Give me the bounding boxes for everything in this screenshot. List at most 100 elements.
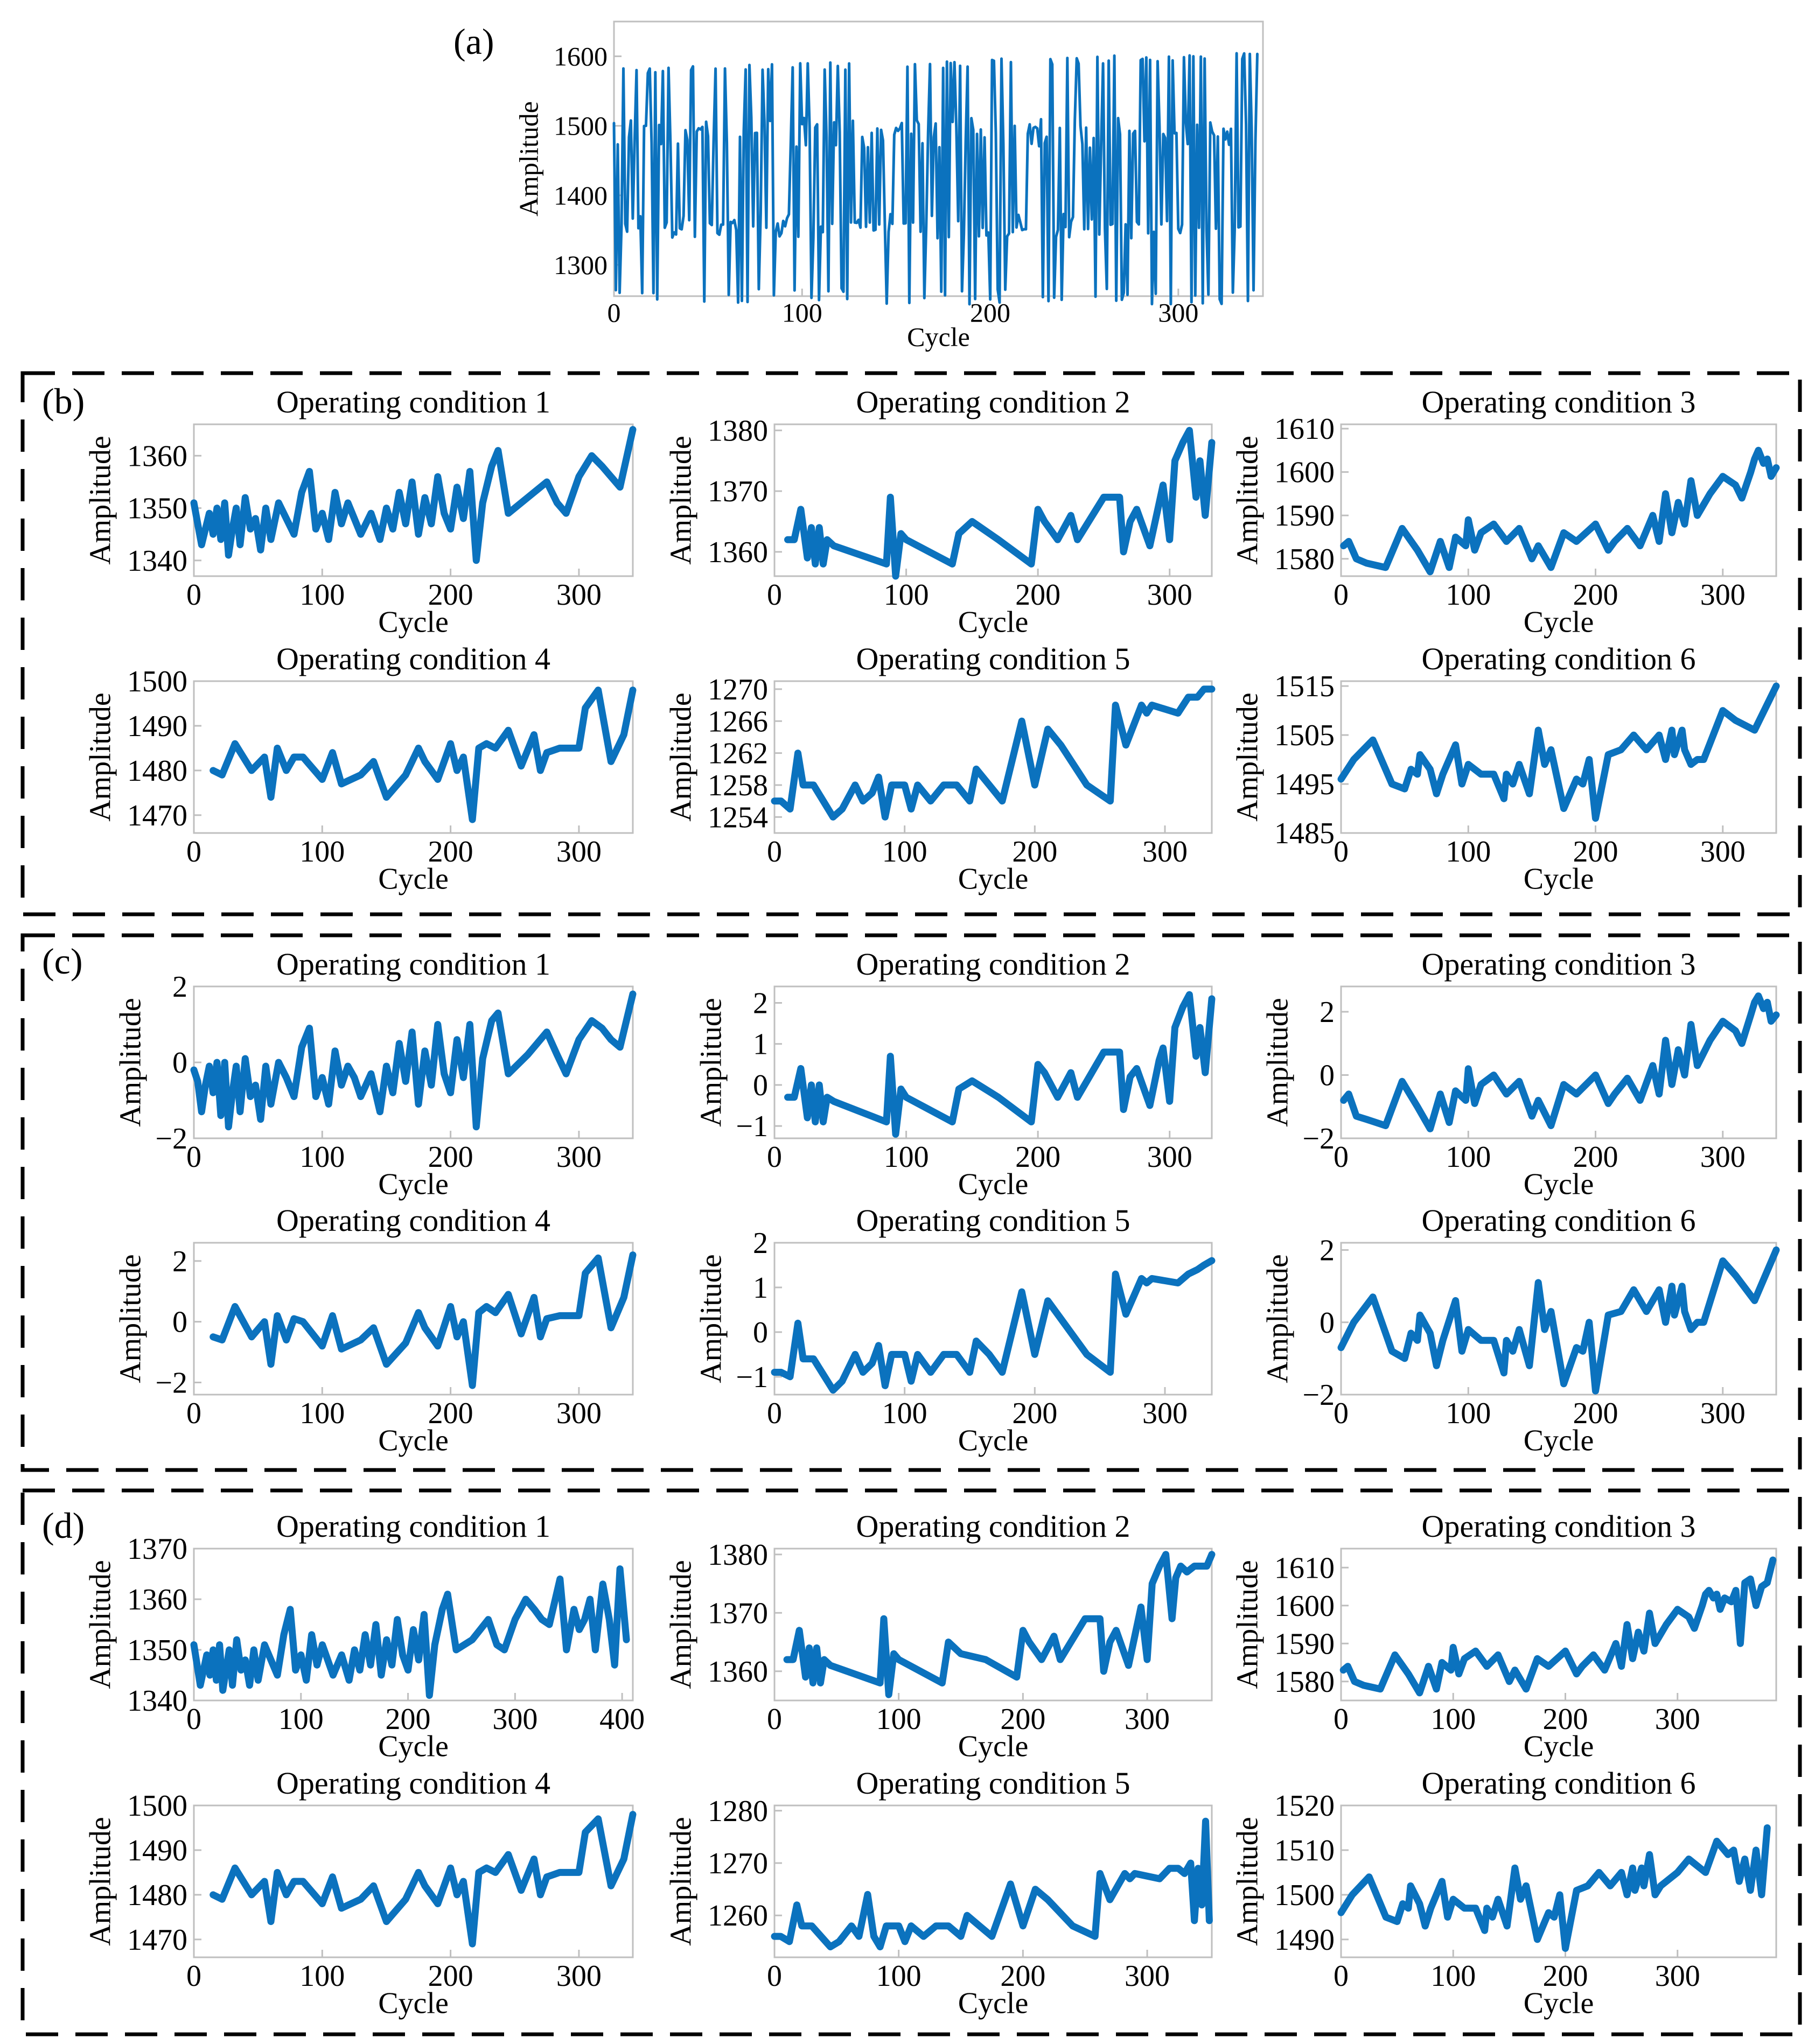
x-tick-label-c1-1: 100 — [299, 1140, 345, 1174]
series-line-d1 — [190, 1565, 630, 1699]
y-tick-label-c1-0: −2 — [155, 1122, 187, 1156]
chart-title-b4: Operating condition 4 — [276, 641, 550, 676]
chart-b2: Operating condition 2 0 100 200 300 1360 1370 1… — [664, 384, 1216, 639]
series-line-c3 — [1340, 992, 1780, 1132]
y-tick-label-d5-1: 1260 — [708, 1899, 768, 1933]
chart-d6: Operating condition 6 0 100 200 300 1490 1500 1… — [1231, 1766, 1777, 2020]
chart-title-b1: Operating condition 1 — [276, 384, 550, 419]
series-line-b2 — [784, 426, 1216, 580]
x-tick-label-d1-0: 0 — [186, 1703, 201, 1736]
x-tick-label-d5-1: 100 — [876, 1959, 922, 1993]
y-tick-label-a-2: 1500 — [554, 111, 608, 141]
y-tick-label-c2-3: 2 — [753, 987, 768, 1020]
y-axis-label-c5: Amplitude — [694, 1254, 728, 1383]
y-tick-label-c4-2: 2 — [172, 1245, 187, 1278]
chart-title-c1: Operating condition 1 — [276, 947, 550, 982]
x-tick-label-c6-0: 0 — [1334, 1397, 1349, 1430]
y-axis-label-b2: Amplitude — [664, 436, 697, 565]
chart-c1: Operating condition 10 100 200 300−202Cycle… — [114, 947, 637, 1201]
x-tick-label-d5-0: 0 — [767, 1959, 782, 1993]
y-tick-label-b1-2: 1360 — [127, 439, 187, 473]
series-line-c6 — [1337, 1246, 1780, 1395]
y-axis-label-b6: Amplitude — [1231, 692, 1264, 822]
x-tick-label-c6-3: 300 — [1700, 1397, 1746, 1430]
x-tick-label-d1-1: 100 — [278, 1703, 324, 1736]
y-tick-label-d3-1: 1590 — [1274, 1627, 1335, 1661]
y-tick-label-d6-0: 1490 — [1274, 1923, 1335, 1957]
y-tick-label-d2-1: 1370 — [708, 1597, 768, 1630]
x-tick-label-b6-0: 0 — [1334, 835, 1349, 869]
y-tick-label-c5-2: 1 — [753, 1271, 768, 1305]
charts-layer: 0 100 200 3001300140015001600CycleAmplitude… — [83, 20, 1780, 2020]
x-tick-label-b3-0: 0 — [1334, 578, 1349, 612]
chart-d4: Operating condition 4 0 100 200 300 1470 1480 1… — [83, 1766, 637, 2020]
x-axis-label-d6: Cycle — [1524, 1987, 1594, 2020]
x-tick-label-b4-2: 200 — [428, 835, 473, 869]
series-line-c1 — [190, 990, 637, 1131]
y-tick-label-b5-4: 1270 — [708, 673, 768, 706]
plot-area-c3 — [1340, 985, 1777, 1139]
chart-d1: Operating condition 1 0 100 200 300 400 1340 13… — [83, 1509, 645, 1763]
y-tick-label-b4-3: 1500 — [127, 665, 187, 698]
y-tick-label-b6-3: 1515 — [1274, 670, 1335, 703]
x-tick-label-c5-2: 200 — [1012, 1397, 1057, 1430]
panel-d-frame — [20, 1488, 1802, 2036]
y-tick-label-b5-1: 1258 — [708, 769, 768, 802]
x-tick-label-b2-3: 300 — [1147, 578, 1192, 612]
series-line-d2 — [783, 1551, 1216, 1698]
y-tick-label-b4-1: 1480 — [127, 754, 187, 788]
y-axis-label-d2: Amplitude — [664, 1560, 697, 1689]
y-axis-label-d5: Amplitude — [664, 1817, 697, 1946]
y-tick-label-b6-0: 1485 — [1274, 817, 1335, 850]
chart-title-d6: Operating condition 6 — [1421, 1766, 1695, 1801]
x-axis-label-d5: Cycle — [958, 1987, 1029, 2020]
y-tick-label-d1-1: 1350 — [127, 1634, 187, 1667]
x-tick-label-d1-2: 200 — [386, 1703, 431, 1736]
y-axis-label-d6: Amplitude — [1231, 1817, 1264, 1946]
y-axis-label-c1: Amplitude — [114, 998, 147, 1127]
chart-title-c5: Operating condition 5 — [856, 1203, 1130, 1238]
chart-title-b3: Operating condition 3 — [1421, 384, 1695, 419]
x-axis-label-c2: Cycle — [958, 1168, 1029, 1201]
x-tick-label-c5-1: 100 — [882, 1397, 927, 1430]
series-line-d3 — [1339, 1556, 1777, 1697]
x-tick-label-b4-0: 0 — [186, 835, 201, 869]
panel-frames — [20, 371, 1802, 2036]
y-tick-label-a-0: 1300 — [554, 250, 608, 280]
y-tick-label-c6-2: 2 — [1320, 1234, 1335, 1267]
y-tick-label-d1-3: 1370 — [127, 1532, 187, 1566]
x-axis-label-a: Cycle — [907, 322, 970, 352]
y-tick-label-b2-1: 1370 — [708, 475, 768, 508]
panel-c-frame — [20, 933, 1802, 1472]
chart-title-d4: Operating condition 4 — [276, 1766, 550, 1801]
x-tick-label-d6-1: 100 — [1430, 1959, 1476, 1993]
x-axis-label-b3: Cycle — [1524, 606, 1594, 639]
y-tick-label-a-1: 1400 — [554, 180, 608, 211]
y-tick-label-c1-1: 0 — [172, 1046, 187, 1080]
y-tick-label-b5-3: 1266 — [708, 705, 768, 738]
x-tick-label-c6-2: 200 — [1573, 1397, 1618, 1430]
y-tick-label-d4-3: 1500 — [127, 1789, 187, 1823]
x-tick-label-d2-2: 200 — [1000, 1703, 1045, 1736]
y-axis-label-d1: Amplitude — [83, 1560, 117, 1689]
y-tick-label-d6-1: 1500 — [1274, 1879, 1335, 1912]
y-axis-label-b5: Amplitude — [664, 692, 697, 822]
x-tick-label-c3-1: 100 — [1446, 1140, 1491, 1174]
x-axis-label-b4: Cycle — [378, 863, 449, 896]
x-tick-label-c4-1: 100 — [299, 1397, 345, 1430]
x-tick-label-d4-2: 200 — [428, 1959, 473, 1993]
x-tick-label-b6-2: 200 — [1573, 835, 1618, 869]
x-tick-label-d4-0: 0 — [186, 1959, 201, 1993]
x-tick-label-c1-2: 200 — [428, 1140, 473, 1174]
y-tick-label-a-3: 1600 — [554, 41, 608, 72]
chart-b4: Operating condition 4 0 100 200 300 1470 1480 1… — [83, 641, 637, 896]
y-tick-label-c1-2: 2 — [172, 970, 187, 1004]
chart-c5: Operating condition 50 100 200 300−1012Cycl… — [694, 1203, 1216, 1458]
chart-b5: Operating condition 50 100 200 300125412581… — [664, 641, 1216, 896]
plot-area-b6 — [1340, 680, 1777, 834]
x-axis-label-b2: Cycle — [958, 606, 1029, 639]
series-line-a — [612, 52, 1259, 306]
x-tick-label-c3-2: 200 — [1573, 1140, 1618, 1174]
plot-area-d1 — [193, 1548, 634, 1702]
